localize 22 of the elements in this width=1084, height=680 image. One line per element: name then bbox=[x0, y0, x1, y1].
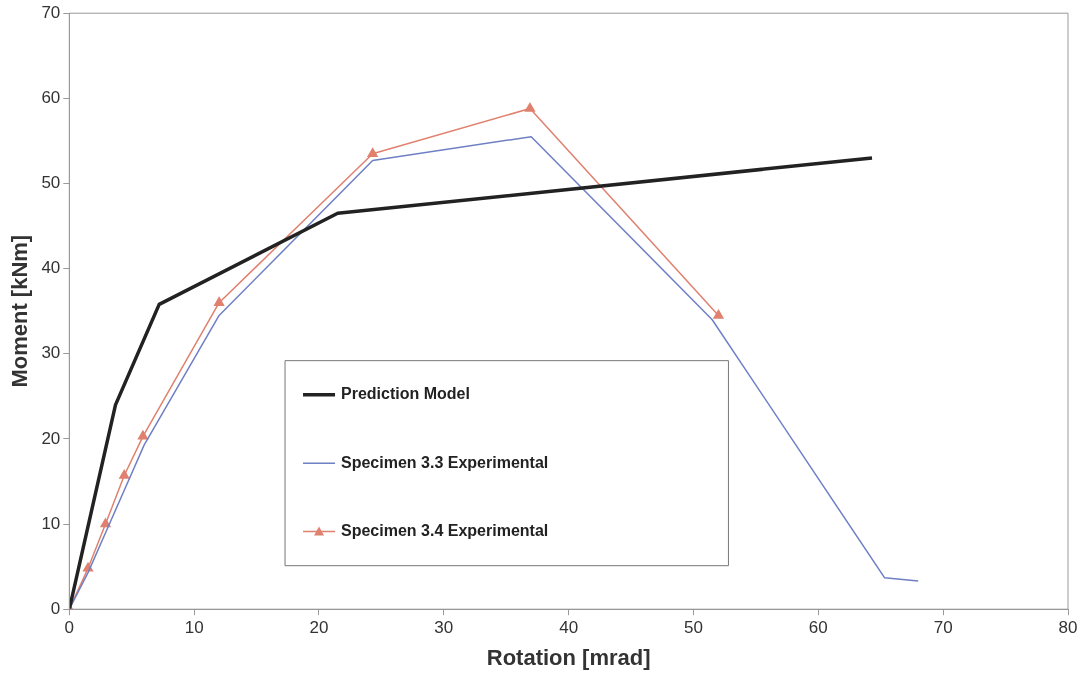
x-tick-label: 80 bbox=[1058, 618, 1078, 638]
y-tick-label: 70 bbox=[41, 2, 61, 22]
legend-label: Specimen 3.4 Experimental bbox=[341, 521, 549, 539]
x-tick-label: 20 bbox=[309, 618, 329, 638]
legend-label: Specimen 3.3 Experimental bbox=[341, 453, 549, 471]
y-tick-label: 20 bbox=[41, 428, 61, 448]
x-tick-label: 0 bbox=[64, 618, 75, 638]
x-tick-label: 70 bbox=[933, 618, 953, 638]
x-tick-label: 60 bbox=[808, 618, 828, 638]
y-tick-label: 0 bbox=[50, 598, 61, 618]
y-tick-label: 10 bbox=[41, 513, 61, 533]
x-tick-label: 40 bbox=[559, 618, 579, 638]
y-tick-label: 40 bbox=[41, 258, 61, 278]
y-tick-label: 50 bbox=[41, 173, 61, 193]
x-tick-label: 30 bbox=[434, 618, 454, 638]
y-tick-label: 30 bbox=[41, 343, 61, 363]
legend-label: Prediction Model bbox=[341, 385, 470, 403]
x-axis-title: Rotation [mrad] bbox=[486, 644, 651, 670]
x-tick-label: 50 bbox=[684, 618, 703, 638]
y-axis-title: Moment [kNm] bbox=[7, 234, 33, 388]
x-tick-label: 10 bbox=[184, 618, 204, 638]
y-tick-label: 60 bbox=[41, 88, 61, 108]
